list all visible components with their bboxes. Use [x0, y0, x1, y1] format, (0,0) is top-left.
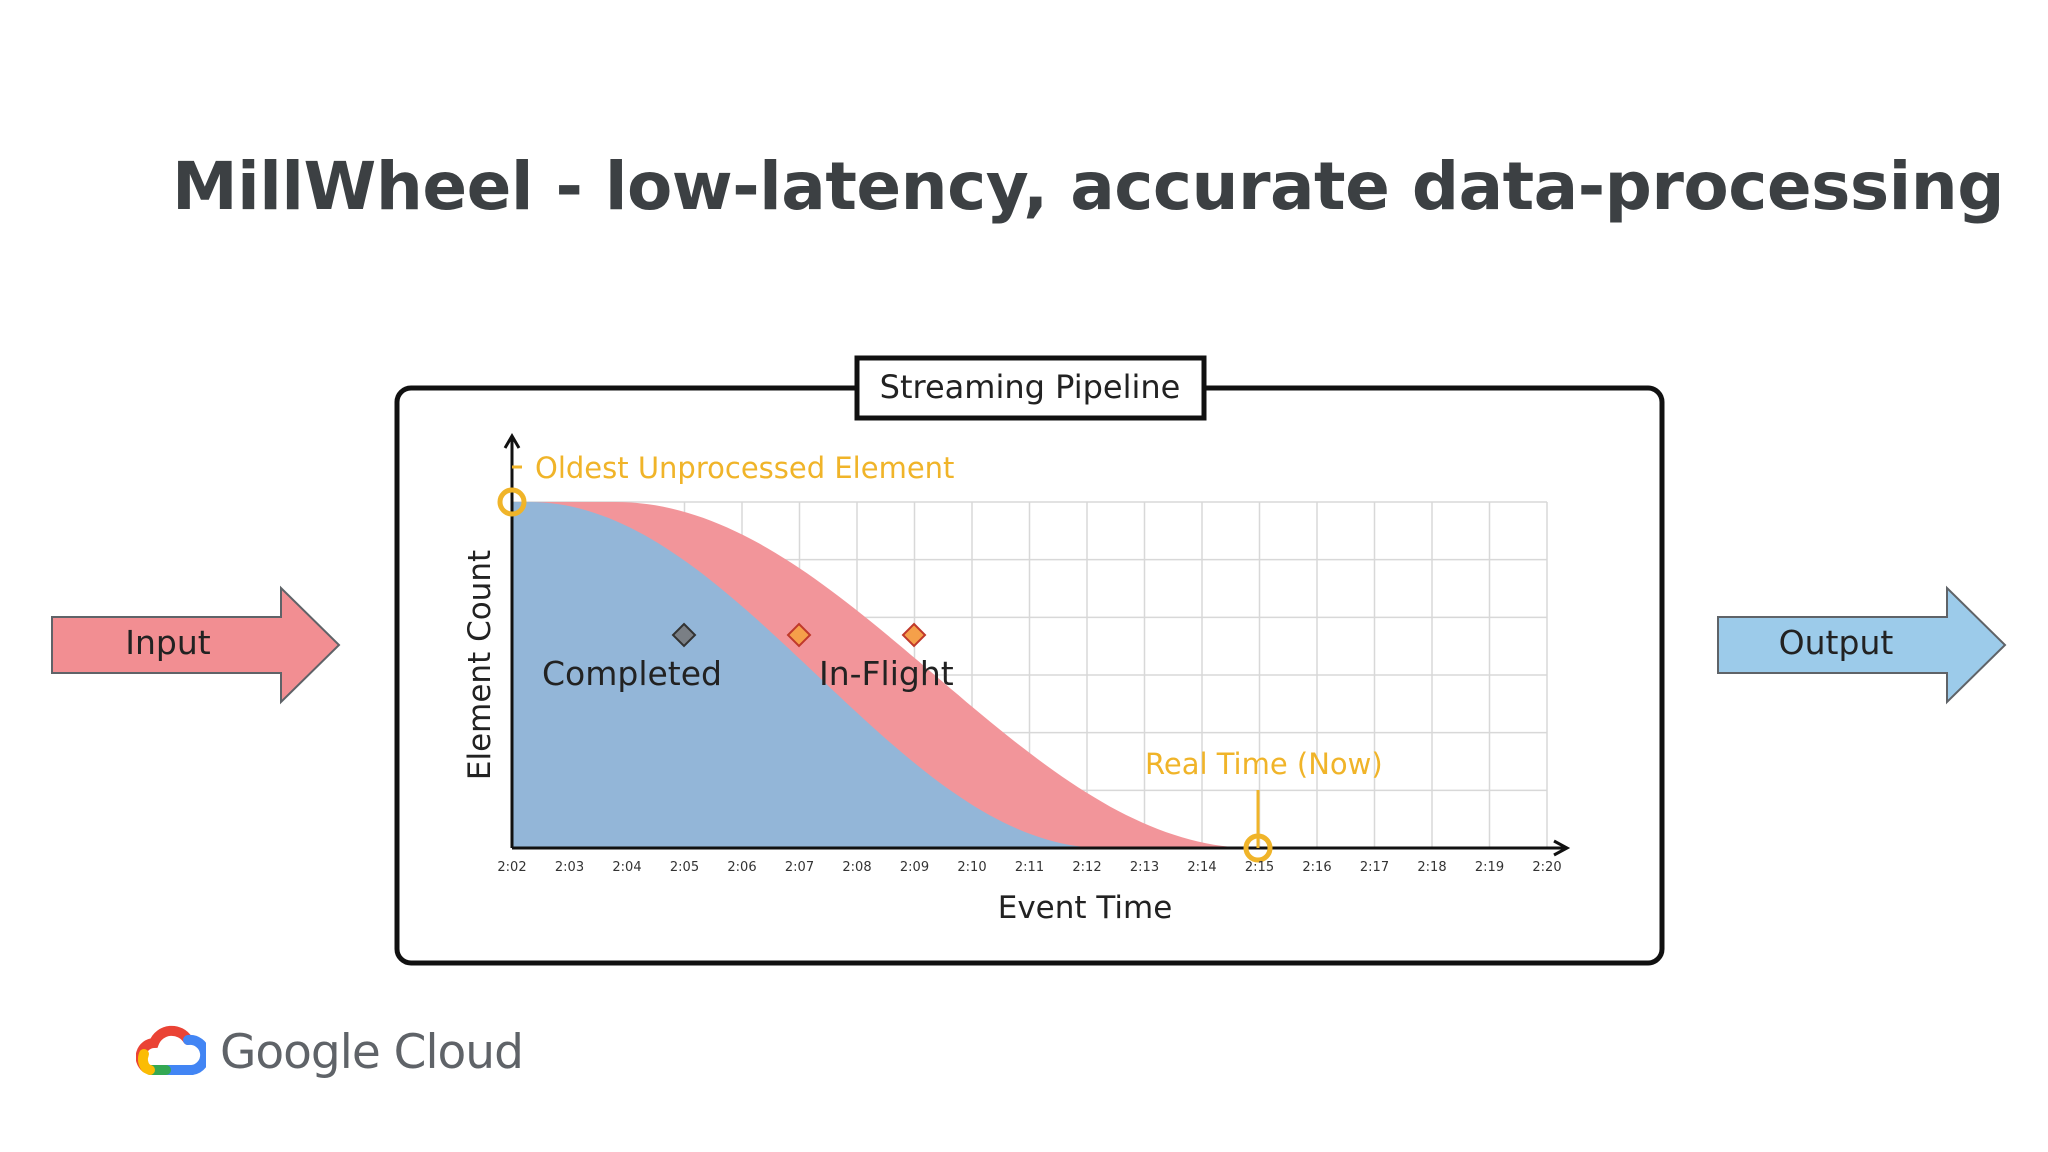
pipeline-label: Streaming Pipeline: [880, 368, 1181, 406]
x-tick-label: 2:06: [727, 860, 756, 875]
x-tick-labels: 2:02 2:03 2:04 2:05 2:06 2:07 2:08 2:09 2:10 2:11…: [497, 860, 1561, 875]
x-tick-label: 2:20: [1532, 860, 1561, 875]
x-tick-label: 2:10: [957, 860, 986, 875]
y-axis-label: Element Count: [462, 550, 498, 780]
x-tick-label: 2:08: [842, 860, 871, 875]
inflight-marker-1: [786, 622, 812, 648]
x-tick-label: 2:05: [670, 860, 699, 875]
x-tick-label: 2:18: [1417, 860, 1446, 875]
x-tick-label: 2:04: [612, 860, 641, 875]
completed-area: [512, 502, 1105, 848]
x-tick-label: 2:02: [497, 860, 526, 875]
x-axis-label: Event Time: [998, 890, 1173, 926]
x-tick-label: 2:16: [1302, 860, 1331, 875]
realtime-annotation: Real Time (Now): [1145, 747, 1383, 863]
x-tick-label: 2:11: [1015, 860, 1044, 875]
inflight-marker-2: [901, 622, 927, 648]
x-tick-label: 2:17: [1360, 860, 1389, 875]
x-tick-label: 2:12: [1072, 860, 1101, 875]
slide-title: MillWheel - low-latency, accurate data-p…: [172, 148, 2005, 225]
x-tick-label: 2:19: [1475, 860, 1504, 875]
oldest-label: Oldest Unprocessed Element: [535, 451, 954, 485]
x-tick-label: 2:09: [900, 860, 929, 875]
x-tick-label: 2:07: [785, 860, 814, 875]
x-tick-label: 2:13: [1130, 860, 1159, 875]
footer-brand: Google Cloud: [220, 1024, 524, 1080]
chart-axes: [503, 433, 1571, 857]
realtime-label: Real Time (Now): [1145, 747, 1383, 781]
x-tick-label: 2:15: [1245, 860, 1274, 875]
completed-marker: [671, 622, 697, 648]
output-label: Output: [1779, 623, 1894, 662]
input-arrow: Input: [51, 585, 341, 705]
completed-label: Completed: [542, 654, 722, 693]
inflight-label: In-Flight: [819, 654, 954, 693]
output-arrow: Output: [1717, 585, 2007, 705]
x-tick-label: 2:03: [555, 860, 584, 875]
google-cloud-logo-icon: [136, 1025, 206, 1075]
oldest-annotation: Oldest Unprocessed Element: [497, 451, 954, 517]
footer: Google Cloud: [136, 1024, 524, 1080]
pipeline-label-box: Streaming Pipeline: [854, 355, 1207, 421]
input-label: Input: [125, 623, 211, 662]
x-tick-label: 2:14: [1187, 860, 1216, 875]
